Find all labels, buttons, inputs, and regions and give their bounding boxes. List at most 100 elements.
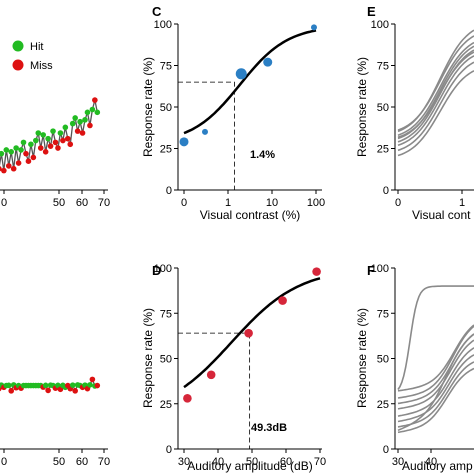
panel-d-y-ticks: 0 25 50 75 100: [154, 263, 178, 456]
trial-point-hit: [20, 139, 27, 146]
trial-point-hit: [42, 382, 49, 389]
x-tick-label: 60: [76, 197, 88, 209]
psychometric-curve: [397, 51, 474, 138]
trial-point-miss: [8, 388, 15, 394]
panel-e-label: E: [367, 4, 376, 19]
panel-b-trace: [0, 376, 101, 394]
y-tick-label: 25: [377, 144, 389, 156]
panel-c-xlabel: Visual contrast (%): [200, 208, 300, 222]
trial-point-hit: [77, 118, 83, 125]
trial-point-hit: [13, 145, 19, 151]
trial-point-miss: [52, 139, 59, 146]
panel-f-ylabel: Response rate (%): [355, 308, 369, 408]
panel-f-xlabel: Auditory amp: [402, 459, 473, 473]
x-tick-label: 60: [76, 456, 88, 468]
trial-point-miss: [64, 135, 71, 142]
panel-f-y-ticks: 0 25 50 75 100: [371, 263, 395, 456]
panel-f-x-ticks: 30 40: [392, 449, 437, 468]
x-tick-label: 60: [280, 456, 292, 468]
data-point: [310, 24, 317, 31]
trial-point-miss: [42, 149, 49, 155]
panel-e-curves: [397, 29, 474, 157]
x-tick-label: 1: [459, 197, 465, 209]
trial-point-miss: [37, 145, 44, 151]
x-tick-label: 30: [392, 456, 404, 468]
x-tick-label: 40: [212, 456, 224, 468]
psychometric-curve: [397, 49, 474, 143]
psychometric-curve: [397, 35, 474, 131]
trial-point-miss: [79, 130, 86, 136]
trial-point-miss: [5, 163, 12, 169]
data-point: [278, 296, 287, 305]
panel-c: C 0 25 50 75 100 0 1 10 100 1.4% Visual contras…: [141, 4, 325, 222]
panel-b: 0 50 60 70: [0, 376, 110, 468]
trial-point-hit: [40, 132, 46, 138]
y-tick-label: 75: [377, 61, 389, 73]
y-tick-label: 25: [160, 144, 172, 156]
trial-point-hit: [72, 115, 78, 121]
trial-point-hit: [87, 382, 93, 388]
panel-e-ylabel: Response rate (%): [355, 57, 369, 157]
panel-d-label: D: [152, 263, 161, 278]
trial-point-miss: [47, 143, 54, 149]
panel-b-x-ticks: 0 50 60 70: [1, 449, 110, 468]
psychometric-curve: [397, 55, 474, 147]
data-point: [201, 128, 208, 135]
trial-point-hit: [33, 137, 39, 144]
psychometric-curve: [397, 339, 474, 410]
trial-point-hit: [69, 120, 76, 127]
y-tick-label: 25: [377, 399, 389, 411]
psychometric-curve: [397, 324, 474, 392]
trial-point-miss: [87, 122, 93, 129]
panel-c-y-ticks: 0 25 50 75 100: [154, 19, 178, 197]
x-tick-label: 70: [98, 197, 110, 209]
psychometric-curve: [397, 61, 474, 152]
trial-point-hit: [94, 109, 101, 116]
y-tick-label: 75: [160, 308, 172, 320]
panel-e-y-ticks: 0 25 50 75 100: [371, 19, 395, 197]
panel-c-threshold-guide: [178, 81, 235, 190]
trial-point-miss: [1, 167, 7, 174]
trial-point-hit: [57, 130, 64, 136]
panel-d-ylabel: Response rate (%): [141, 308, 155, 408]
psychometric-curve: [397, 285, 474, 390]
trial-point-miss: [74, 128, 81, 134]
trial-point-miss: [89, 376, 96, 383]
panel-d-threshold-guide: [178, 332, 251, 449]
data-point: [179, 137, 189, 147]
panel-d-threshold-label: 49.3dB: [251, 422, 287, 434]
x-tick-label: 50: [246, 456, 258, 468]
psychometric-curve: [397, 325, 474, 399]
psychometric-curve: [397, 29, 474, 133]
psychometric-curve: [397, 354, 474, 423]
trial-point-miss: [72, 388, 78, 394]
trial-point-hit: [89, 106, 96, 113]
y-tick-label: 75: [377, 308, 389, 320]
panel-d-fit-curve: [183, 277, 321, 389]
panel-f-label: F: [367, 263, 375, 278]
panel-c-label: C: [152, 4, 162, 19]
legend-miss-label: Miss: [30, 60, 53, 72]
panel-c-fit-curve: [183, 29, 317, 135]
psychometric-curve: [397, 367, 474, 434]
y-tick-label: 50: [377, 102, 389, 114]
trial-point-miss: [67, 141, 74, 148]
psychometric-curve: [397, 361, 474, 428]
data-point: [183, 394, 192, 403]
x-tick-label: 50: [53, 456, 65, 468]
trial-point-hit: [28, 141, 34, 148]
trial-point-hit: [62, 124, 69, 131]
x-tick-label: 100: [307, 197, 325, 209]
trial-point-hit: [8, 149, 15, 155]
x-tick-label: 0: [395, 197, 401, 209]
trial-point-miss: [55, 145, 61, 151]
trial-point-miss: [25, 158, 32, 164]
data-point: [312, 267, 321, 276]
panel-d-x-ticks: 30 40 50 60 70: [178, 449, 326, 468]
y-tick-label: 25: [160, 399, 172, 411]
y-tick-label: 100: [371, 19, 389, 31]
y-tick-label: 0: [383, 185, 389, 197]
trial-point-miss: [92, 97, 98, 103]
